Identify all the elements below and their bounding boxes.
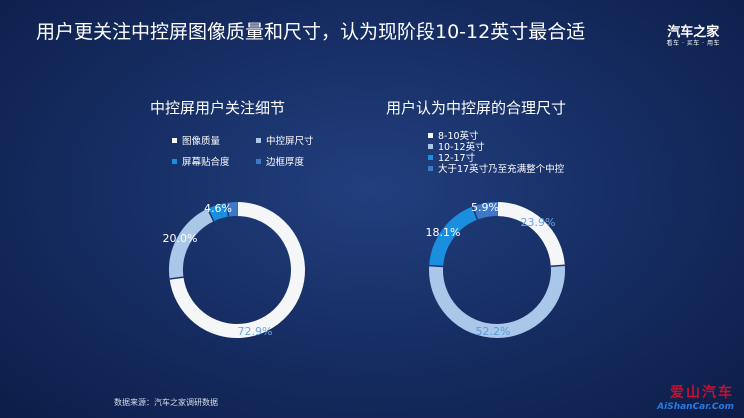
legend-item: 图像质量 xyxy=(172,133,220,147)
watermark-cn: 爱山汽车 xyxy=(670,385,734,401)
legend-swatch xyxy=(428,143,433,149)
donut-segment-separator xyxy=(550,264,565,267)
donut-segment-separator xyxy=(471,206,479,220)
watermark: 爱山汽车 AiShanCar.Com xyxy=(657,382,734,412)
legend-label: 12-17寸 xyxy=(438,153,476,164)
legend-swatch xyxy=(172,158,177,164)
legend-label: 8-10英寸 xyxy=(438,131,479,142)
data-label: 52.2% xyxy=(476,325,511,338)
data-label: 18.1% xyxy=(426,226,461,239)
legend-item: 8-10英寸 xyxy=(428,128,479,142)
legend-item: 屏幕贴合度 xyxy=(172,154,230,168)
chart-title-reasonable-size: 用户认为中控屏的合理尺寸 xyxy=(386,99,567,117)
data-label: 23.9% xyxy=(521,216,556,229)
donut-segment-separator xyxy=(429,264,444,268)
slide-title: 用户更关注中控屏图像质量和尺寸，认为现阶段10-12英寸最合适 xyxy=(36,21,586,43)
legend-swatch xyxy=(428,154,433,160)
chart-title-focus-details: 中控屏用户关注细节 xyxy=(150,99,286,117)
donut-segment-separator xyxy=(169,276,184,280)
legend-swatch xyxy=(256,158,261,164)
legend-item: 边框厚度 xyxy=(256,154,304,168)
legend-item: 12-17寸 xyxy=(428,150,475,164)
data-label: 20.0% xyxy=(163,232,198,245)
donut-segment xyxy=(169,208,214,279)
legend-label: 图像质量 xyxy=(182,136,221,147)
legend-swatch xyxy=(172,137,177,143)
legend-item: 大于17英寸乃至充满整个中控 xyxy=(428,161,564,175)
donut-segment-separator xyxy=(225,202,230,217)
legend-label: 屏幕贴合度 xyxy=(182,157,230,168)
donut-segment xyxy=(496,202,565,267)
donut-segment-separator xyxy=(206,208,215,222)
donut-segment xyxy=(429,265,565,338)
legend-swatch xyxy=(428,132,433,138)
legend-item: 10-12英寸 xyxy=(428,139,485,153)
data-label: 72.9% xyxy=(238,325,273,338)
brand-name: 汽车之家 xyxy=(667,25,720,40)
legend-swatch xyxy=(428,165,433,171)
donut-segment xyxy=(169,202,305,338)
legend-item: 中控屏尺寸 xyxy=(256,133,314,147)
legend-label: 边框厚度 xyxy=(266,157,305,168)
legend-label: 中控屏尺寸 xyxy=(266,136,314,147)
brand-logo: 汽车之家 看车 · 买车 · 用车 xyxy=(667,25,720,48)
data-source-note: 数据来源：汽车之家调研数据 xyxy=(114,398,218,407)
data-label: 5.9% xyxy=(471,201,499,214)
donut-segment xyxy=(429,206,478,267)
legend-swatch xyxy=(256,137,261,143)
data-label: 4.6% xyxy=(204,202,232,215)
watermark-en: AiShanCar.Com xyxy=(657,402,734,412)
legend-label: 10-12英寸 xyxy=(438,142,485,153)
legend-label: 大于17英寸乃至充满整个中控 xyxy=(438,164,565,175)
brand-tagline: 看车 · 买车 · 用车 xyxy=(666,40,720,47)
